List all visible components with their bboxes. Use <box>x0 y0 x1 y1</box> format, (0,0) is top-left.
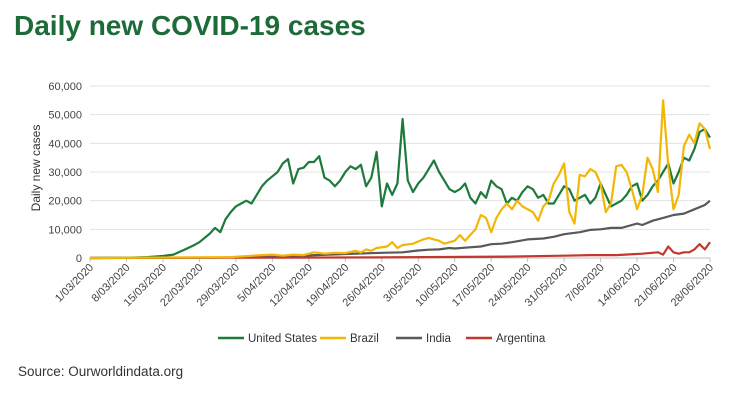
legend-label: Argentina <box>496 333 546 345</box>
y-tick-label: 10,000 <box>48 224 82 236</box>
y-axis-label: Daily new cases <box>29 125 43 212</box>
gridlines <box>90 85 710 259</box>
legend-label: United States <box>248 333 317 345</box>
x-axis-ticks: 1/03/20208/03/202015/03/202022/03/202029… <box>53 258 716 309</box>
series-line-united-states <box>89 117 711 260</box>
y-tick-label: 30,000 <box>48 167 82 179</box>
source-note: Source: Ourworldindata.org <box>18 364 184 379</box>
y-axis-ticks: 0 10,000 20,000 30,000 40,000 50,000 60,000 <box>48 81 82 265</box>
legend-label: Brazil <box>350 333 379 345</box>
y-tick-label: 20,000 <box>48 196 82 208</box>
legend: United States Brazil India Argentina <box>218 333 546 345</box>
series-line-argentina <box>89 241 711 260</box>
y-tick-label: 0 <box>76 253 82 265</box>
series-line-brazil <box>89 99 712 260</box>
series-line-india <box>89 199 711 260</box>
chart-title: Daily new COVID-19 cases <box>14 10 366 41</box>
series-lines <box>89 99 712 260</box>
x-tick-label: 1/03/2020 <box>53 262 96 305</box>
y-tick-label: 40,000 <box>48 138 82 150</box>
y-tick-label: 60,000 <box>48 81 82 93</box>
legend-label: India <box>426 333 452 345</box>
y-tick-label: 50,000 <box>48 110 82 122</box>
